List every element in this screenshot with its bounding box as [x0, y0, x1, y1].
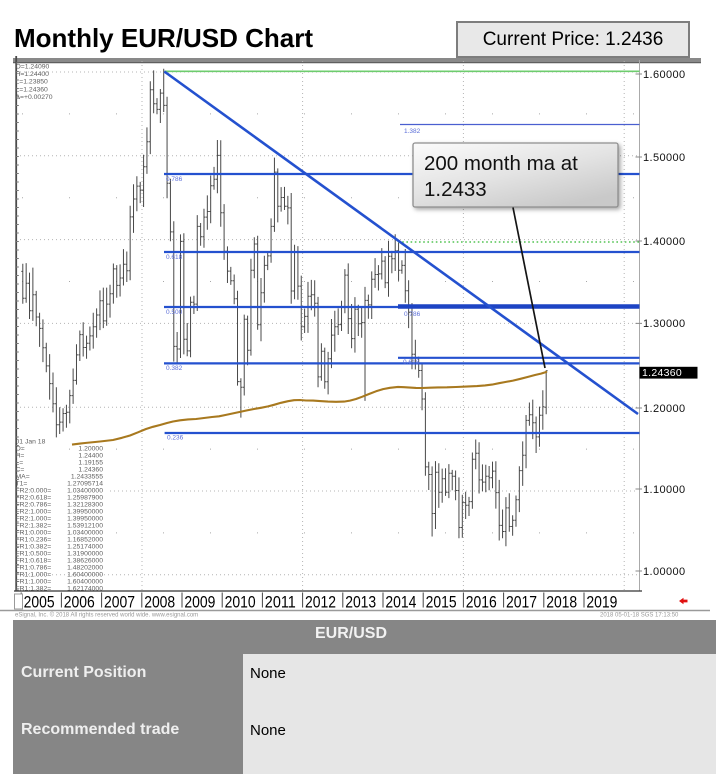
svg-text:H=: H=: [16, 453, 25, 460]
svg-text:01 Jan 18: 01 Jan 18: [16, 439, 46, 446]
svg-text:200 month ma at: 200 month ma at: [424, 152, 578, 175]
svg-text:2006: 2006: [64, 593, 95, 612]
svg-text:1.24360: 1.24360: [642, 367, 682, 379]
svg-text:1.62174000: 1.62174000: [67, 586, 103, 593]
svg-text:1.16852000: 1.16852000: [67, 537, 103, 544]
svg-text:1.60400000: 1.60400000: [67, 572, 103, 579]
svg-text:1.25987900: 1.25987900: [67, 495, 103, 502]
svg-text:1.2433: 1.2433: [424, 178, 487, 201]
svg-text:FR2:0.618=: FR2:0.618=: [16, 495, 52, 502]
svg-text:2008: 2008: [144, 593, 175, 612]
svg-text:2018: 2018: [546, 593, 577, 612]
svg-text:1.48202000: 1.48202000: [67, 565, 103, 572]
svg-text:2013: 2013: [345, 593, 376, 612]
svg-text:T1=: T1=: [16, 481, 28, 488]
svg-text:2017: 2017: [506, 593, 537, 612]
svg-text:FR2:1.000=: FR2:1.000=: [16, 509, 52, 516]
svg-text:1.53912100: 1.53912100: [67, 523, 103, 530]
svg-text:eSignal, Inc. © 2018 All right: eSignal, Inc. © 2018 All rights reserved…: [15, 612, 198, 619]
svg-text:1.20000: 1.20000: [78, 446, 103, 453]
svg-text:0.786: 0.786: [166, 176, 183, 183]
svg-text:1.382: 1.382: [404, 128, 421, 135]
svg-text:1.60000: 1.60000: [643, 69, 686, 81]
svg-text:Δ=+0.00270: Δ=+0.00270: [16, 94, 53, 101]
svg-text:FR1:1.000=: FR1:1.000=: [16, 572, 52, 579]
svg-text:2014: 2014: [385, 593, 416, 612]
svg-text:1.20000: 1.20000: [643, 403, 686, 415]
svg-text:L=1.23850: L=1.23850: [16, 79, 49, 86]
svg-text:FR1:0.000=: FR1:0.000=: [16, 530, 52, 537]
svg-text:0.382: 0.382: [166, 365, 183, 372]
svg-text:H=1.24400: H=1.24400: [16, 71, 50, 78]
svg-text:O=: O=: [16, 446, 25, 453]
svg-text:1.03400000: 1.03400000: [67, 488, 103, 495]
svg-text:2010: 2010: [225, 593, 256, 612]
svg-text:1.40000: 1.40000: [643, 236, 686, 248]
svg-text:2011: 2011: [265, 593, 296, 612]
svg-text:0.786: 0.786: [404, 311, 421, 318]
svg-text:2016: 2016: [466, 593, 497, 612]
svg-text:0.236: 0.236: [167, 435, 184, 442]
svg-text:1.60400000: 1.60400000: [67, 579, 103, 586]
svg-text:2007: 2007: [104, 593, 135, 612]
svg-text:1.19155: 1.19155: [78, 460, 103, 467]
svg-text:1.38626000: 1.38626000: [67, 558, 103, 565]
svg-text:FR1:0.500=: FR1:0.500=: [16, 551, 52, 558]
svg-text:FR1:1.000=: FR1:1.000=: [16, 579, 52, 586]
svg-text:FR1:0.382=: FR1:0.382=: [16, 544, 52, 551]
svg-text:FR1:0.236=: FR1:0.236=: [16, 537, 52, 544]
svg-text:O=1.24090: O=1.24090: [16, 64, 50, 71]
svg-text:FR1:0.786=: FR1:0.786=: [16, 565, 52, 572]
svg-text:FR1:0.618=: FR1:0.618=: [16, 558, 52, 565]
svg-text:FR2:0.000=: FR2:0.000=: [16, 488, 52, 495]
svg-text:MA=: MA=: [16, 474, 30, 481]
svg-text:1.00000: 1.00000: [643, 566, 686, 578]
svg-text:FR2:1.382=: FR2:1.382=: [16, 523, 52, 530]
svg-text:2009: 2009: [184, 593, 215, 612]
svg-text:0.500: 0.500: [166, 309, 183, 316]
svg-text:1.24360: 1.24360: [78, 467, 103, 474]
svg-text:1.10000: 1.10000: [643, 484, 686, 496]
svg-text:1.39950000: 1.39950000: [67, 509, 103, 516]
svg-text:C=: C=: [16, 467, 25, 474]
svg-text:0.618: 0.618: [403, 359, 420, 366]
svg-text:0.618: 0.618: [166, 254, 183, 261]
svg-text:2015: 2015: [426, 593, 457, 612]
svg-text:1.32128300: 1.32128300: [67, 502, 103, 509]
svg-text:1.2433555: 1.2433555: [71, 474, 103, 481]
svg-text:2019: 2019: [586, 593, 617, 612]
svg-text:1.27095714: 1.27095714: [67, 481, 103, 488]
svg-text:2012: 2012: [305, 593, 336, 612]
svg-text:2018 05-01-18 SGS 17:13:50: 2018 05-01-18 SGS 17:13:50: [600, 613, 679, 619]
svg-text:1.03400000: 1.03400000: [67, 530, 103, 537]
svg-text:2005: 2005: [24, 593, 55, 612]
svg-text:1.30000: 1.30000: [643, 318, 686, 330]
svg-text:1.25174000: 1.25174000: [67, 544, 103, 551]
svg-text:FR1:1.382=: FR1:1.382=: [16, 586, 52, 593]
svg-text:1.50000: 1.50000: [643, 152, 686, 164]
svg-text:FR2:0.786=: FR2:0.786=: [16, 502, 52, 509]
svg-text:L=1.24360: L=1.24360: [16, 86, 49, 93]
svg-text:1.39950000: 1.39950000: [67, 516, 103, 523]
svg-text:L=: L=: [16, 460, 24, 467]
svg-text:FR2:1.000=: FR2:1.000=: [16, 516, 52, 523]
svg-text:1.31900000: 1.31900000: [67, 551, 103, 558]
svg-text:1.24400: 1.24400: [78, 453, 103, 460]
